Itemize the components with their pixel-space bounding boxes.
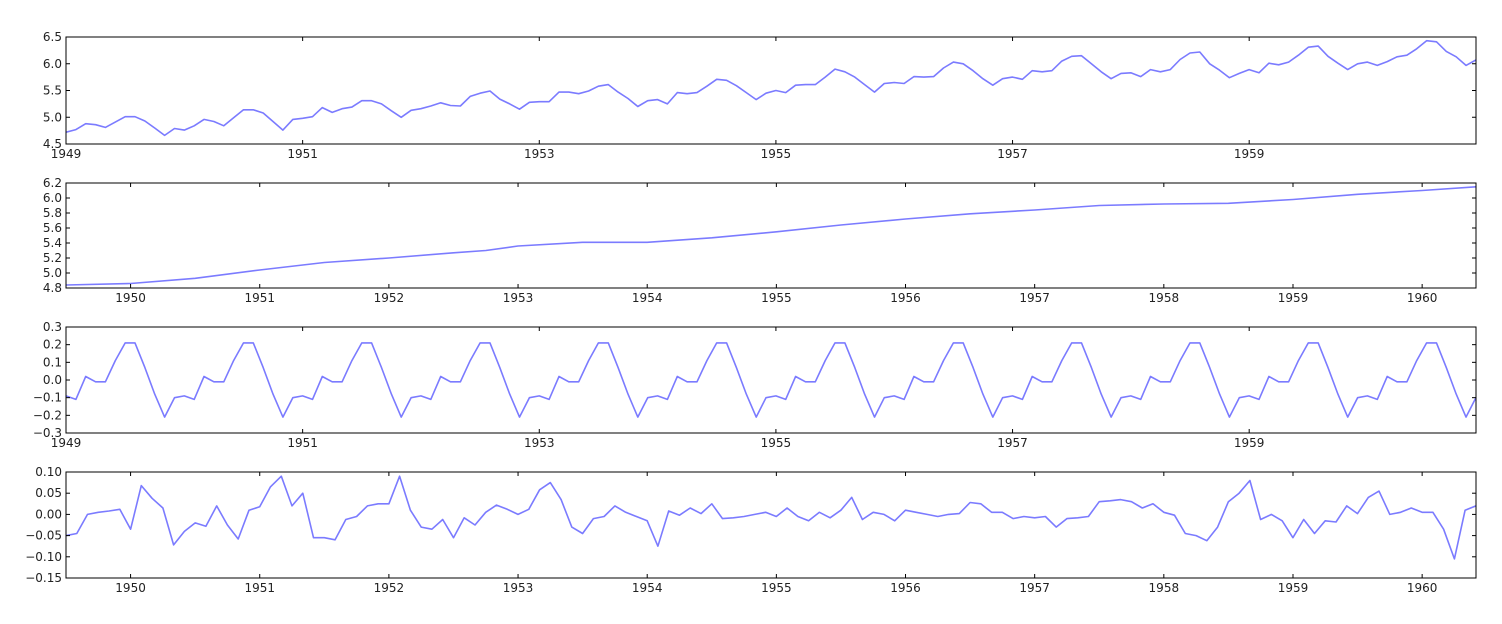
trend-y-tick-label: 5.0 — [43, 266, 62, 280]
observed-x-tick-label: 1955 — [761, 147, 792, 161]
seasonal-x-tick-label: 1959 — [1234, 436, 1265, 450]
residual-x-tick-label: 1951 — [244, 581, 275, 595]
seasonal-y-tick-label: −0.3 — [33, 426, 62, 440]
residual-y-tick-label: 0.10 — [35, 465, 62, 479]
trend-y-tick-label: 5.2 — [43, 251, 62, 265]
residual-x-tick-label: 1958 — [1149, 581, 1180, 595]
residual-series-line — [66, 475, 1476, 560]
trend-y-tick-label: 4.8 — [43, 281, 62, 295]
trend-x-tick-label: 1953 — [503, 291, 534, 305]
trend-y-tick-label: 6.2 — [43, 176, 62, 190]
trend-series-line — [66, 186, 1476, 286]
residual-x-tick-label: 1955 — [761, 581, 792, 595]
residual-x-tick-label: 1956 — [890, 581, 921, 595]
residual-x-tick-label: 1952 — [374, 581, 405, 595]
observed-panel: 1949 1951 1953 1955 1957 1959 4.5 5.0 5.5 6.0 6.5 — [43, 30, 1477, 161]
residual-x-tick-label: 1950 — [115, 581, 146, 595]
trend-x-tick-label: 1955 — [761, 291, 792, 305]
residual-y-tick-label: 0.00 — [35, 507, 62, 521]
residual-x-tick-label: 1954 — [632, 581, 663, 595]
seasonal-axes-frame — [65, 326, 1477, 434]
seasonal-y-tick-label: 0.3 — [43, 320, 62, 334]
trend-y-tick-label: 6.0 — [43, 191, 62, 205]
residual-x-tick-label: 1960 — [1407, 581, 1438, 595]
observed-y-tick-label: 5.0 — [43, 110, 62, 124]
trend-x-tick-label: 1952 — [374, 291, 405, 305]
observed-x-tick-label: 1953 — [524, 147, 555, 161]
residual-y-tick-label: −0.15 — [25, 571, 62, 585]
trend-x-tick-label: 1950 — [115, 291, 146, 305]
trend-x-tick-label: 1958 — [1149, 291, 1180, 305]
seasonal-y-tick-label: 0.1 — [43, 355, 62, 369]
observed-x-tick-label: 1959 — [1234, 147, 1265, 161]
observed-y-tick-label: 6.5 — [43, 30, 62, 44]
residual-y-tick-label: −0.05 — [25, 529, 62, 543]
observed-x-tick-label: 1951 — [287, 147, 318, 161]
observed-series-line — [66, 39, 1476, 137]
residual-x-tick-label: 1957 — [1019, 581, 1050, 595]
seasonal-y-tick-label: −0.1 — [33, 391, 62, 405]
seasonal-x-tick-label: 1957 — [997, 436, 1028, 450]
seasonal-x-tick-label: 1953 — [524, 436, 555, 450]
trend-y-tick-label: 5.4 — [43, 236, 62, 250]
residual-x-tick-label: 1959 — [1278, 581, 1309, 595]
observed-x-tick-label: 1949 — [51, 147, 82, 161]
trend-x-tick-label: 1959 — [1278, 291, 1309, 305]
observed-y-tick-label: 6.0 — [43, 57, 62, 71]
residual-x-tick-label: 1953 — [503, 581, 534, 595]
observed-axes-frame — [65, 36, 1477, 145]
trend-y-tick-label: 5.8 — [43, 206, 62, 220]
seasonal-x-tick-label: 1955 — [761, 436, 792, 450]
trend-y-tick-label: 5.6 — [43, 221, 62, 235]
residual-y-tick-label: 0.05 — [35, 486, 62, 500]
observed-y-tick-label: 5.5 — [43, 84, 62, 98]
seasonal-panel: 1949 1951 1953 1955 1957 1959 −0.3 −0.2 −0.1 0.0 0… — [33, 320, 1477, 450]
trend-x-tick-label: 1956 — [890, 291, 921, 305]
seasonal-y-tick-label: 0.2 — [43, 338, 62, 352]
trend-x-tick-label: 1957 — [1019, 291, 1050, 305]
residual-y-tick-label: −0.10 — [25, 550, 62, 564]
seasonal-y-tick-label: −0.2 — [33, 408, 62, 422]
observed-x-tick-label: 1957 — [997, 147, 1028, 161]
residual-axes-frame — [65, 471, 1477, 579]
trend-axes-frame — [65, 182, 1477, 289]
seasonal-y-tick-label: 0.0 — [43, 373, 62, 387]
trend-x-tick-label: 1954 — [632, 291, 663, 305]
seasonal-series-line — [66, 342, 1476, 418]
trend-panel: 1950 1951 1952 1953 1954 1955 1956 1957 1958 1959… — [43, 176, 1477, 305]
seasonal-x-tick-label: 1951 — [287, 436, 318, 450]
seasonal-x-tick-label: 1949 — [51, 436, 82, 450]
observed-y-tick-label: 4.5 — [43, 137, 62, 151]
trend-x-tick-label: 1951 — [244, 291, 275, 305]
trend-x-tick-label: 1960 — [1407, 291, 1438, 305]
residual-panel: 1950 1951 1952 1953 1954 1955 1956 1957 1958 1959… — [25, 465, 1477, 595]
